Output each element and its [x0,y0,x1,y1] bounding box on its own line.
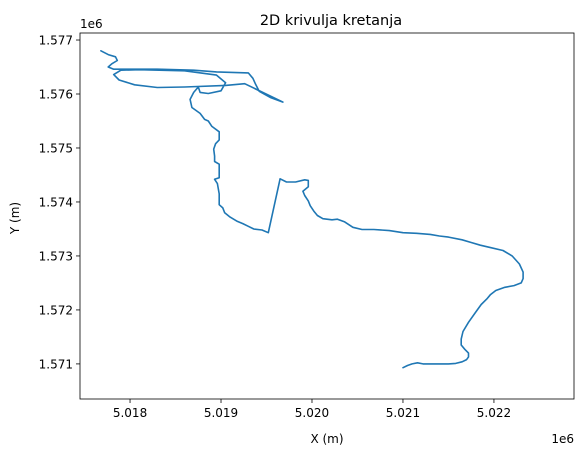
x-tick-label: 5.022 [477,406,511,420]
y-tick-label: 1.572 [39,303,73,317]
x-tick-label: 5.021 [386,406,420,420]
y-tick-label: 1.573 [39,249,73,263]
y-tick-label: 1.575 [39,141,73,155]
y-tick-label: 1.574 [39,195,73,209]
y-tick-label: 1.576 [39,88,73,102]
chart-title: 2D krivulja kretanja [260,13,402,29]
y-tick-label: 1.577 [39,34,73,48]
x-tick-label: 5.020 [295,406,329,420]
x-offset-label: 1e6 [551,432,574,446]
y-axis-ticks: 1.571 1.572 1.573 1.574 1.575 1.576 1.577 [39,34,80,371]
trajectory-line [100,49,524,369]
series-layer [100,49,524,369]
y-tick-label: 1.571 [39,357,73,371]
x-tick-label: 5.018 [113,406,147,420]
plot-frame [79,32,575,400]
y-axis-label: Y (m) [8,202,22,235]
x-axis-ticks: 5.018 5.019 5.020 5.021 5.022 [113,399,511,420]
y-offset-label: 1e6 [80,17,103,31]
x-tick-label: 5.019 [204,406,238,420]
x-axis-label: X (m) [310,432,343,446]
